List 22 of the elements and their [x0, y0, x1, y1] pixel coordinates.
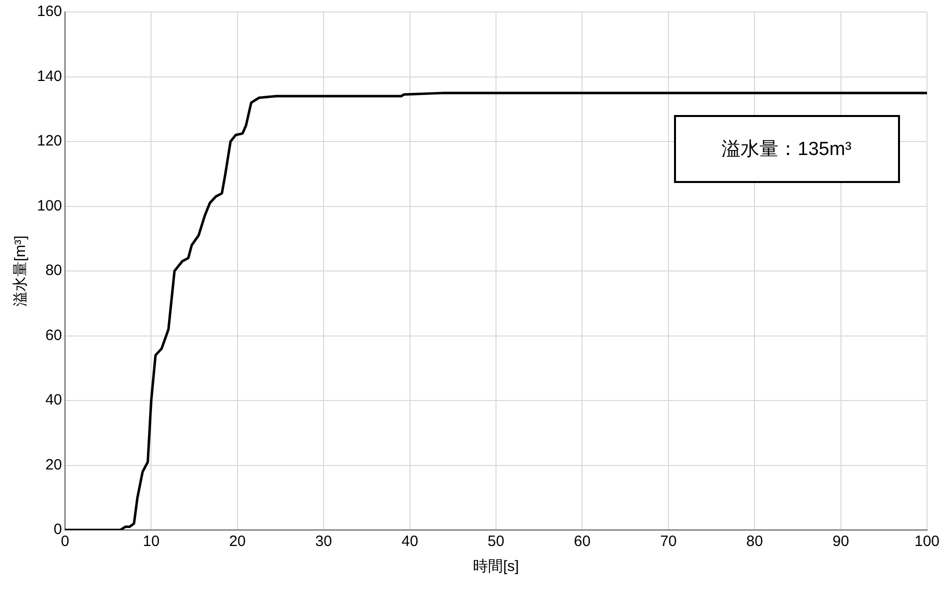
y-tick-label: 100 [36, 197, 62, 214]
text-box: 溢水量：135m³ [674, 115, 900, 183]
x-tick-label: 70 [660, 533, 677, 550]
x-tick-label: 10 [142, 533, 160, 550]
y-tick-label: 160 [36, 3, 62, 20]
y-tick-label: 40 [45, 392, 62, 409]
x-tick-label: 100 [914, 533, 940, 550]
x-tick-label: 90 [832, 533, 850, 550]
x-axis-title: 時間[s] [473, 558, 519, 576]
x-tick-label: 60 [574, 533, 591, 550]
y-tick-label: 80 [45, 262, 62, 280]
x-tick-label: 80 [746, 533, 763, 550]
x-tick-label: 50 [488, 533, 504, 550]
y-tick-label: 60 [45, 326, 62, 344]
y-tick-label: 20 [45, 456, 62, 474]
y-tick-label: 0 [54, 521, 62, 538]
x-tick-label: 30 [315, 533, 332, 550]
x-tick-label: 40 [401, 533, 418, 550]
x-tick-label: 20 [229, 533, 246, 550]
y-tick-label: 120 [36, 132, 62, 150]
y-tick-label: 140 [36, 68, 62, 85]
y-axis-title: 溢水量[m³] [12, 236, 30, 306]
